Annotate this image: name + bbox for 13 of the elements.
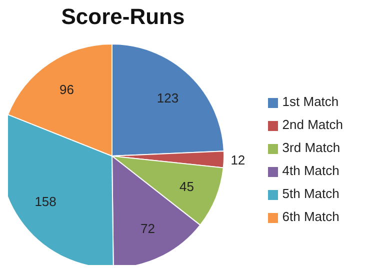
- legend-label: 5th Match: [282, 186, 340, 201]
- legend-label: 2nd Match: [282, 117, 343, 132]
- chart-title: Score-Runs: [60, 4, 186, 30]
- data-label: 158: [34, 194, 56, 210]
- legend-label: 6th Match: [282, 209, 340, 224]
- data-label: 12: [230, 152, 246, 168]
- legend-label: 4th Match: [282, 163, 340, 178]
- legend-label: 3rd Match: [282, 140, 340, 155]
- legend-label: 1st Match: [282, 94, 339, 109]
- data-label: 45: [180, 178, 194, 194]
- data-label: 72: [140, 220, 155, 236]
- data-label: 123: [156, 90, 179, 106]
- data-label: 96: [59, 82, 74, 97]
